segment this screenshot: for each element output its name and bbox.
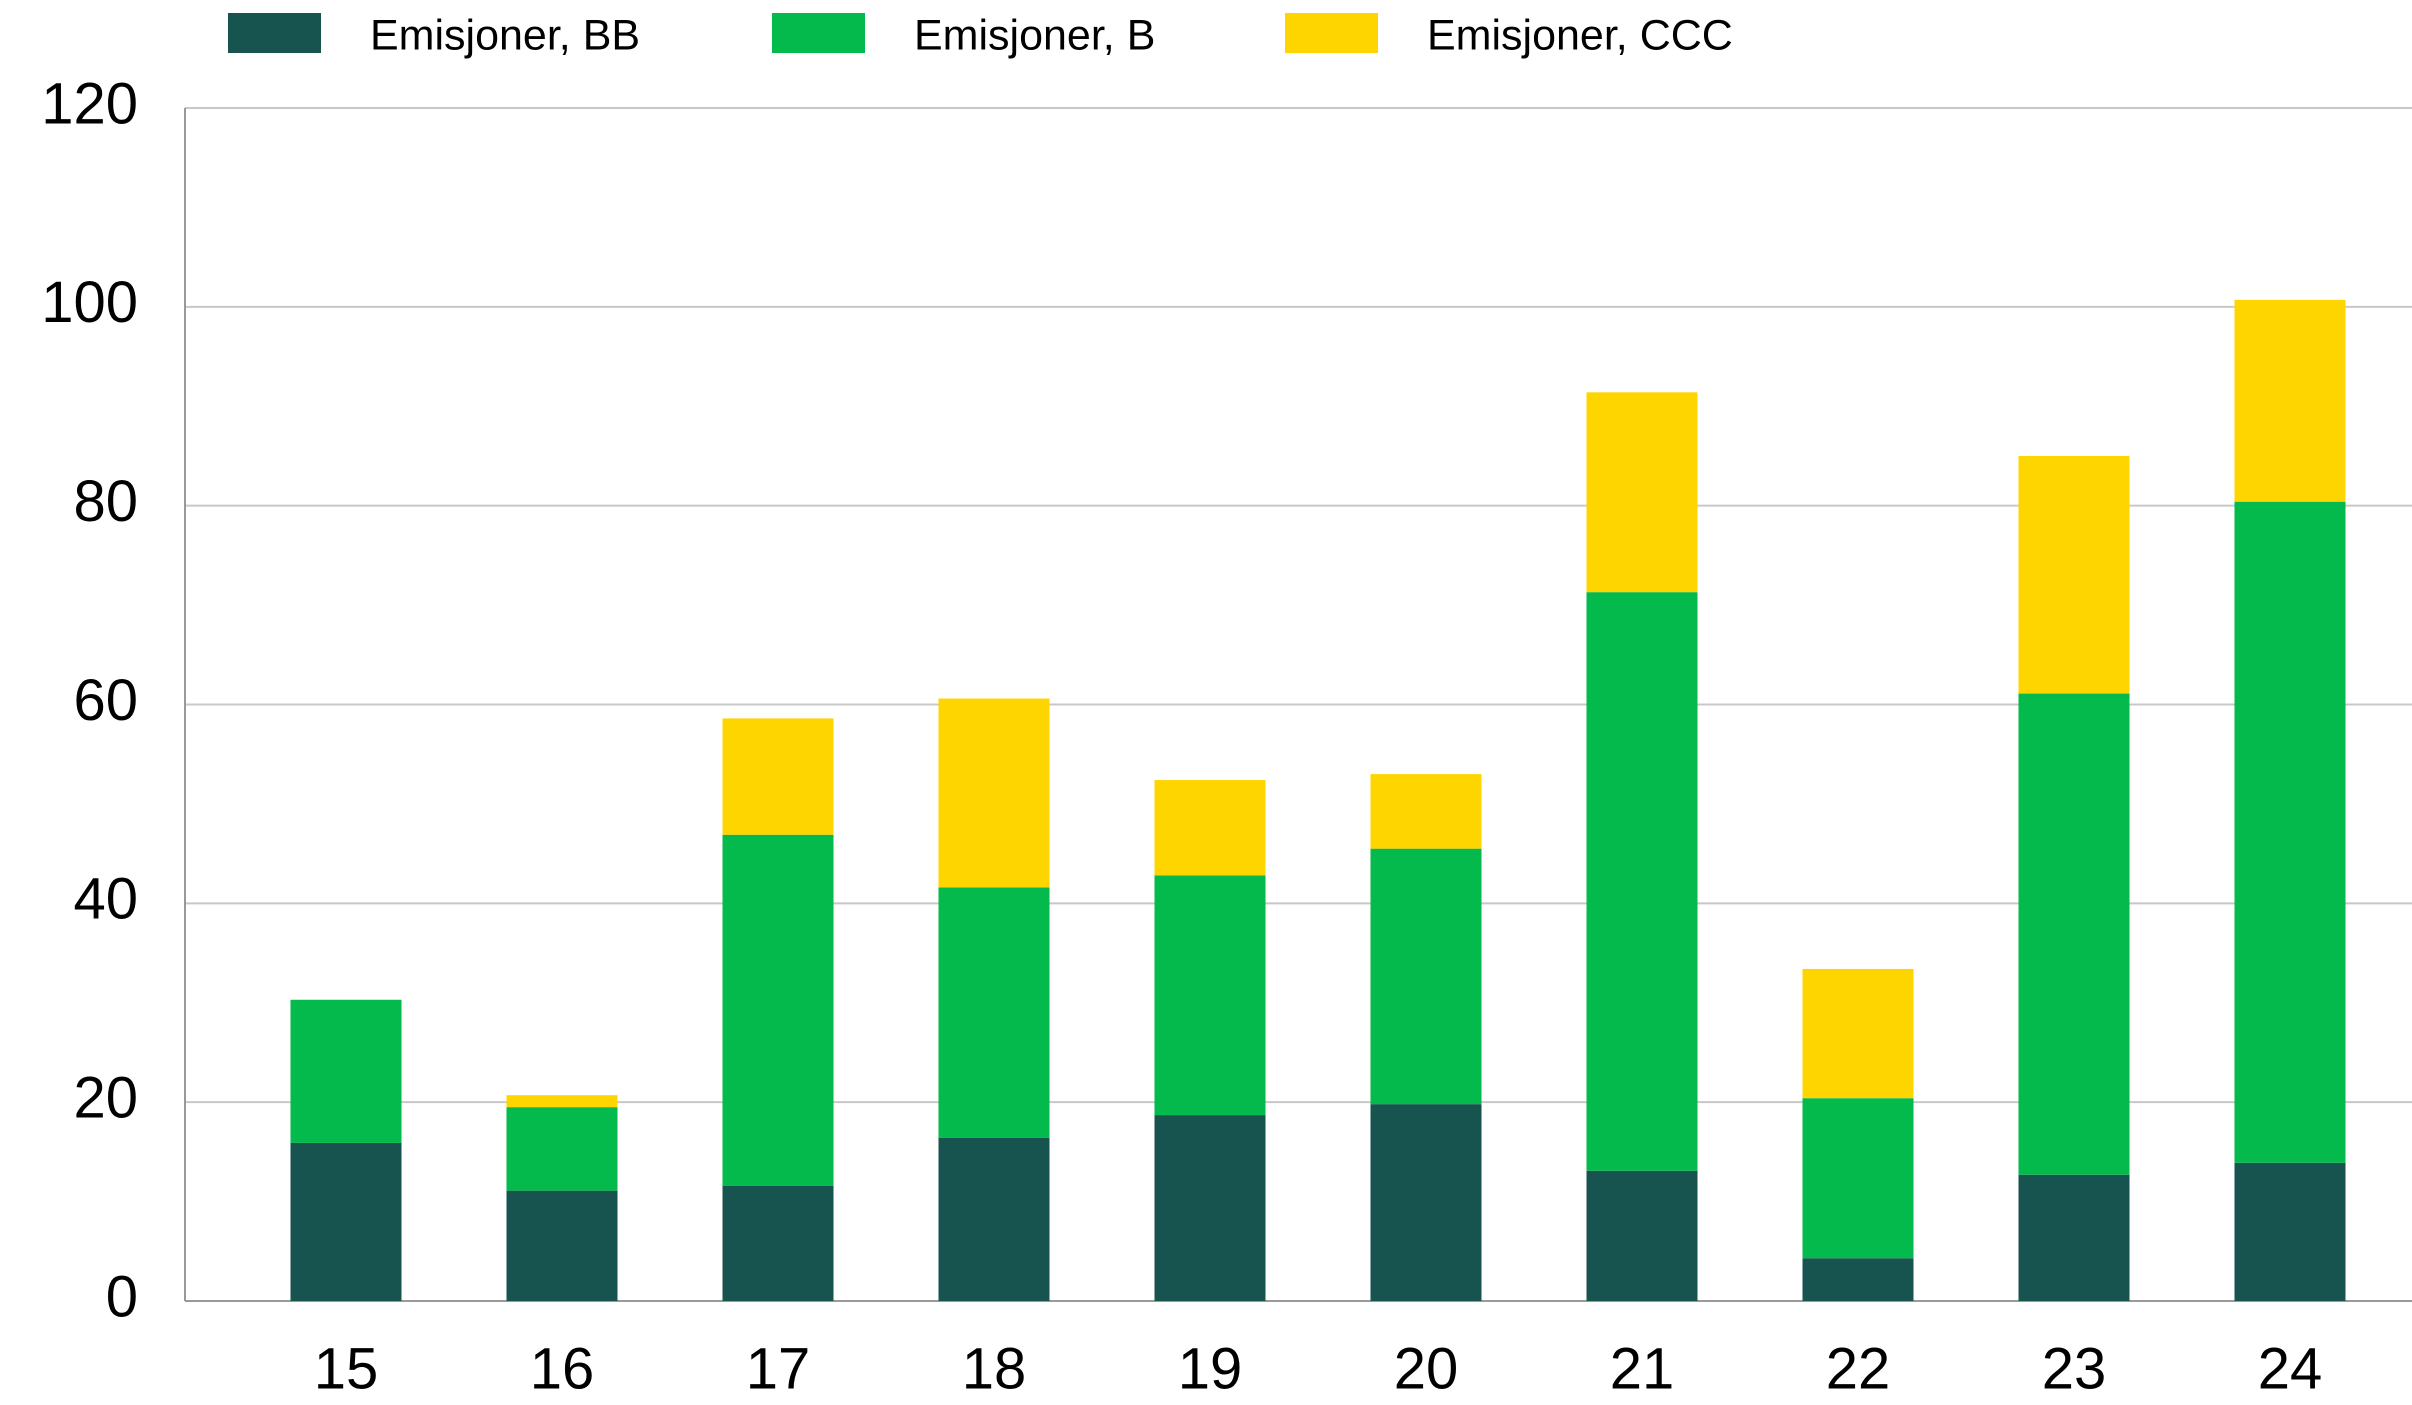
bar-segment [1802,968,1914,1099]
legend-label: Emisjoner, BB [370,11,640,59]
x-tick-label: 21 [1610,1336,1675,1401]
legend-label: Emisjoner, CCC [1427,11,1733,59]
bar-segment [1154,1115,1266,1301]
x-tick-label: 23 [2042,1336,2107,1401]
bar-segment [938,698,1050,888]
bar-segment [290,999,402,1143]
y-tick-label: 60 [73,668,138,733]
y-tick-label: 20 [73,1065,138,1130]
bar-segment [506,1190,618,1301]
bar-segment [2018,455,2130,694]
bar-segment [722,834,834,1186]
y-tick-label: 100 [41,270,138,335]
legend-swatch [772,13,865,53]
bar-segment [290,1142,402,1301]
x-tick-label: 24 [2258,1336,2323,1401]
x-tick-label: 18 [962,1336,1027,1401]
bar-segment [506,1107,618,1191]
bar-segment [938,1137,1050,1301]
bar-segment [1586,592,1698,1171]
x-tick-label: 22 [1826,1336,1891,1401]
bar-segment [2234,501,2346,1163]
bar-segment [1586,1170,1698,1301]
bar-segment [1370,1104,1482,1301]
y-tick-label: 0 [106,1264,138,1329]
bar-segment [722,1185,834,1301]
bar-segment [722,718,834,835]
bar-segment [1370,774,1482,849]
x-tick-label: 19 [1178,1336,1243,1401]
bar-segment [1802,1258,1914,1301]
legend-label: Emisjoner, B [914,11,1155,59]
bar-segment [2234,1162,2346,1301]
y-tick-label: 40 [73,867,138,932]
bar-segment [1586,392,1698,593]
bar-segment [506,1095,618,1108]
y-tick-label: 80 [73,469,138,534]
bar-segment [1154,780,1266,876]
bar-segment [1370,848,1482,1105]
x-tick-label: 15 [314,1336,379,1401]
x-tick-label: 16 [530,1336,595,1401]
legend-swatch [228,13,321,53]
x-tick-label: 17 [746,1336,811,1401]
bar-segment [2018,693,2130,1175]
bar-segment [938,887,1050,1138]
bar-segment [1154,875,1266,1116]
legend-swatch [1285,13,1378,53]
bar-segment [2018,1174,2130,1301]
x-tick-label: 20 [1394,1336,1459,1401]
bar-segment [2234,299,2346,502]
bar-segment [1802,1098,1914,1259]
y-tick-label: 120 [41,71,138,136]
